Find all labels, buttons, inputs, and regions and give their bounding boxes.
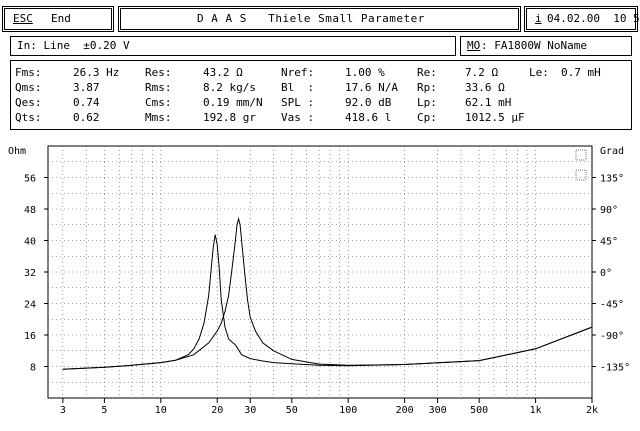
y2-tick-label: 0° [600,268,612,279]
param-value: 192.8 gr [203,111,256,124]
param-value: 0.74 [73,96,100,109]
x-tick-label: 3 [60,405,66,416]
y-tick-label: 8 [30,363,36,374]
title-box: D A A S Thiele Small Parameter [118,6,521,32]
x-tick-label: 1k [530,405,542,416]
y-tick-label: 32 [24,268,36,279]
param-value: 0.19 mm/N [203,96,263,109]
parameters-panel: Fms: 26.3 Hz Res: 43.2 Ω Nref: 1.00 % Re… [10,60,632,130]
param-label: Lp: [417,96,437,109]
y-tick-label: 56 [24,174,36,185]
param-label: Cms: [145,96,172,109]
param-value: 0.62 [73,111,100,124]
memory-key[interactable]: MO [467,39,481,52]
x-tick-label: 30 [244,405,256,416]
y-tick-label: 16 [24,331,36,342]
y2-tick-label: -45° [600,300,624,311]
param-value: 26.3 Hz [73,66,120,79]
x-tick-label: 2k [586,405,598,416]
y-tick-label: 40 [24,237,36,248]
param-value: 8.2 kg/s [203,81,256,94]
x-tick-label: 10 [155,405,167,416]
param-label: Rp: [417,81,437,94]
memory-box[interactable]: MO : FA1800W NoName [460,36,632,56]
param-value: 92.0 dB [345,96,392,109]
param-label: Qes: [15,96,42,109]
input-level: In: Line ±0.20 V [17,39,130,52]
x-tick-label: 300 [429,405,447,416]
param-value: 33.6 Ω [465,81,505,94]
datetime: 04.02.00 10 54 [547,12,640,25]
x-tick-label: 50 [286,405,298,416]
scale-marker-icon [575,149,587,161]
param-label: Cp: [417,111,437,124]
input-status-box: In: Line ±0.20 V [10,36,456,56]
param-label: Qts: [15,111,42,124]
param-label: SPL : [281,96,315,109]
y-tick-label: 24 [24,300,36,311]
esc-key[interactable]: ESC [13,12,33,25]
param-label: Re: [417,66,437,79]
param-label: Res: [145,66,172,79]
param-value: 0.7 mH [561,66,601,79]
y-tick-label: 48 [24,205,36,216]
y2-tick-label: 135° [600,174,624,185]
info-key[interactable]: i [535,12,542,25]
end-label: End [51,12,71,25]
param-value: 62.1 mH [465,96,512,109]
param-value: 43.2 Ω [203,66,243,79]
param-label: Nref: [281,66,315,79]
param-label: Le: [529,66,549,79]
param-value: 7.2 Ω [465,66,499,79]
y2-tick-label: 45° [600,237,618,248]
param-label: Qms: [15,81,42,94]
memory-value: : FA1800W NoName [481,39,587,52]
param-label: Mms: [145,111,172,124]
escape-end-box[interactable]: ESC End [2,6,114,32]
x-tick-label: 200 [396,405,414,416]
x-tick-label: 20 [211,405,223,416]
param-value: 418.6 l [345,111,392,124]
param-label: Vas : [281,111,315,124]
y2-axis-label: Grad [600,146,624,157]
datetime-box[interactable]: i 04.02.00 10 54 [524,6,640,32]
param-value: 1012.5 μF [465,111,525,124]
param-label: Bl : [281,81,315,94]
param-value: 17.6 N/A [345,81,398,94]
param-value: 3.87 [73,81,100,94]
x-tick-label: 500 [470,405,488,416]
y2-tick-label: 90° [600,205,618,216]
x-tick-label: 5 [101,405,107,416]
impedance-curve-2 [62,216,593,370]
param-value: 1.00 % [345,66,385,79]
param-label: Rms: [145,81,172,94]
y2-tick-label: -90° [600,331,624,342]
y2-tick-label: -135° [600,363,630,374]
y-axis-label: Ohm [8,146,26,157]
param-label: Fms: [15,66,42,79]
window-title: D A A S Thiele Small Parameter [197,12,425,25]
impedance-curve-1 [62,234,593,370]
x-tick-label: 100 [339,405,357,416]
scale-marker-icon [575,169,587,181]
